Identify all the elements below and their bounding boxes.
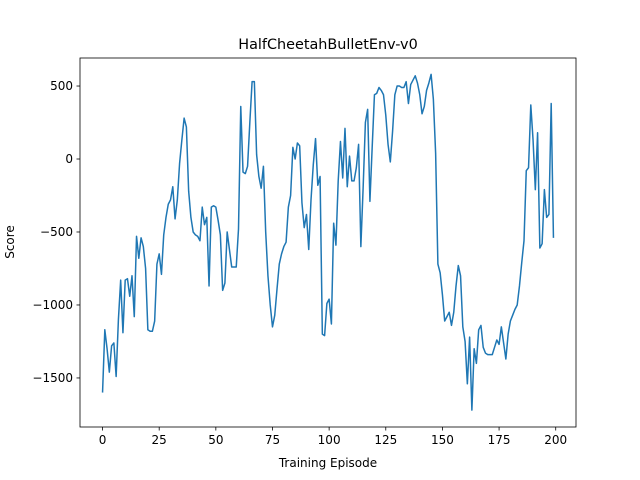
x-tick-label: 150 bbox=[431, 433, 454, 447]
y-tick-label: −1500 bbox=[32, 371, 73, 385]
x-tick-label: 50 bbox=[208, 433, 223, 447]
x-tick-label: 75 bbox=[265, 433, 280, 447]
y-tick-label: −1000 bbox=[32, 298, 73, 312]
chart-title: HalfCheetahBulletEnv-v0 bbox=[238, 37, 417, 53]
x-tick-label: 25 bbox=[152, 433, 167, 447]
x-tick-label: 200 bbox=[544, 433, 567, 447]
x-tick-label: 100 bbox=[318, 433, 341, 447]
y-tick-label: 0 bbox=[65, 152, 73, 166]
x-tick-label: 125 bbox=[374, 433, 397, 447]
axes-frame bbox=[79, 57, 577, 428]
x-axis-label: Training Episode bbox=[278, 456, 377, 470]
y-tick-label: 500 bbox=[50, 79, 73, 93]
y-tick-label: −500 bbox=[40, 225, 73, 239]
x-tick-label: 175 bbox=[488, 433, 511, 447]
y-axis-label: Score bbox=[3, 225, 17, 259]
x-tick-label: 0 bbox=[99, 433, 107, 447]
data-line bbox=[101, 73, 555, 411]
